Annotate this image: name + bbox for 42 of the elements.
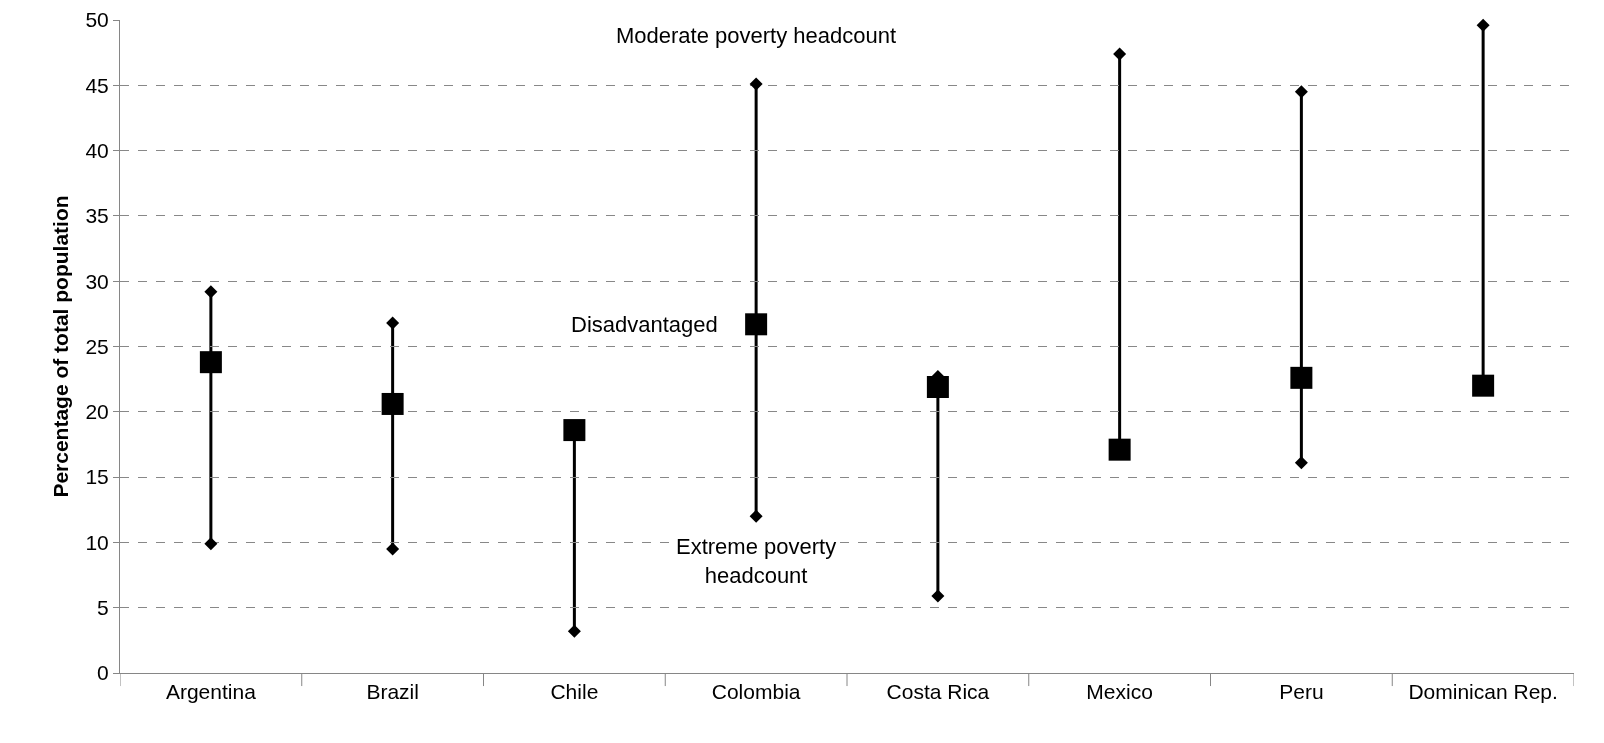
point [1294,456,1308,470]
point [204,285,218,299]
point [1476,18,1490,32]
x-tick-label: Costa Rica [886,680,990,704]
x-tick-label: Peru [1279,680,1324,704]
y-tick-label: 35 [85,204,109,228]
x-tick-label: Colombia [711,680,801,704]
y-tick-label: 30 [85,269,109,293]
point [749,509,763,523]
point [931,589,945,603]
point [749,77,763,91]
y-tick-label: 0 [97,661,109,685]
y-tick-label: 15 [85,465,109,489]
point [1472,374,1495,397]
point [563,419,586,442]
point [1113,47,1127,61]
x-tick-label: Dominican Rep. [1408,680,1558,704]
y-axis-title: Percentage of total population [49,195,72,498]
y-tick-label: 25 [85,334,109,358]
point [386,316,400,330]
point [745,313,768,336]
point [1294,85,1308,99]
y-tick-label: 5 [97,596,109,620]
point [1290,366,1313,389]
y-tick-label: 10 [85,530,109,554]
y-tick-label: 40 [85,138,109,162]
y-tick-label: 50 [85,8,109,32]
point [199,351,222,374]
y-tick-label: 45 [85,73,109,97]
series-label: Moderate poverty headcount [616,23,897,48]
x-tick-label: Chile [550,680,599,704]
point [1108,438,1131,461]
x-tick-label: Mexico [1086,680,1153,704]
x-tick-label: Argentina [165,680,257,704]
point [386,542,400,556]
x-tick-label: Brazil [366,680,419,704]
point [381,392,404,415]
series-label: Disadvantaged [571,312,718,337]
point [567,624,581,638]
series-label: Extreme poverty headcount [676,534,837,588]
point [204,537,218,551]
y-tick-label: 20 [85,400,109,424]
